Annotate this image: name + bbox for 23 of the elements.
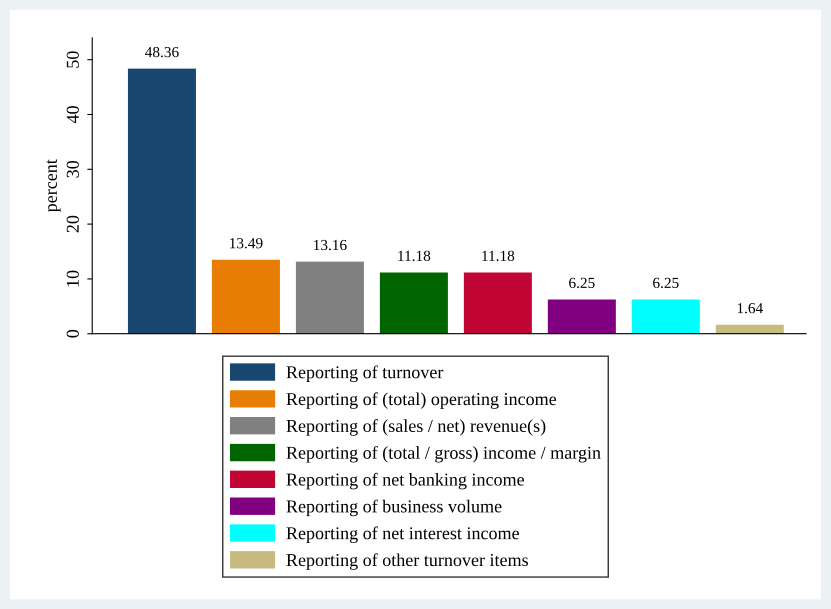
y-tick-label: 40 <box>66 106 79 124</box>
legend-label: Reporting of (total / gross) income / margin <box>286 446 601 463</box>
legend-label: Reporting of net banking income <box>286 472 524 490</box>
data-label: 11.18 <box>482 250 514 262</box>
legend-label: Reporting of other turnover items <box>286 553 528 570</box>
data-label: 11.18 <box>398 250 430 262</box>
data-label: 1.64 <box>738 303 763 314</box>
y-axis-title: percent <box>46 159 61 212</box>
legend-label: Reporting of (total) operating income <box>286 392 556 409</box>
y-tick-label: 20 <box>66 216 79 232</box>
data-label: 48.36 <box>145 46 179 58</box>
y-tick-label: 30 <box>66 160 79 178</box>
data-label: 6.25 <box>653 278 679 288</box>
data-label: 13.16 <box>314 240 347 250</box>
y-tick-label: 10 <box>66 270 79 286</box>
legend-label: Reporting of (sales / net) revenue(s) <box>286 419 546 436</box>
legend-label: Reporting of net interest income <box>286 526 519 544</box>
data-label: 6.25 <box>569 278 595 288</box>
y-tick-label: 0 <box>66 330 79 338</box>
data-label: 13.49 <box>230 238 262 248</box>
y-tick-label: 50 <box>66 51 79 68</box>
legend-label: Reporting of business volume <box>286 500 502 516</box>
legend-label: Reporting of turnover <box>286 365 444 382</box>
